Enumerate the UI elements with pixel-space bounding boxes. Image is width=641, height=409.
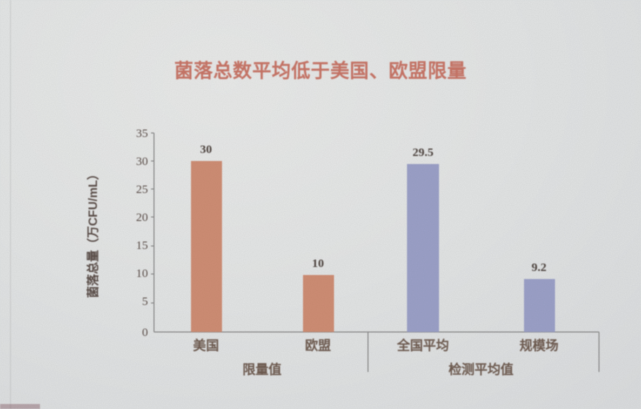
svg-text:20: 20 (136, 210, 148, 224)
svg-text:全国平均: 全国平均 (396, 338, 449, 353)
svg-text:5: 5 (142, 294, 148, 308)
svg-text:0: 0 (142, 325, 148, 339)
svg-text:限量值: 限量值 (242, 362, 281, 377)
svg-text:29.5: 29.5 (413, 145, 434, 159)
svg-text:检测平均值: 检测平均值 (448, 362, 513, 377)
svg-text:25: 25 (136, 182, 148, 196)
svg-text:美国: 美国 (193, 338, 219, 353)
svg-text:规模场: 规模场 (519, 338, 558, 353)
svg-text:欧盟: 欧盟 (305, 338, 331, 353)
svg-text:35: 35 (136, 126, 148, 140)
svg-text:10: 10 (136, 266, 148, 280)
svg-text:30: 30 (200, 142, 212, 156)
svg-text:10: 10 (312, 256, 324, 270)
svg-text:30: 30 (136, 154, 148, 168)
svg-text:15: 15 (136, 238, 148, 252)
svg-text:9.2: 9.2 (532, 260, 547, 274)
svg-text:菌落总量（万CFU/mL）: 菌落总量（万CFU/mL） (85, 168, 100, 298)
